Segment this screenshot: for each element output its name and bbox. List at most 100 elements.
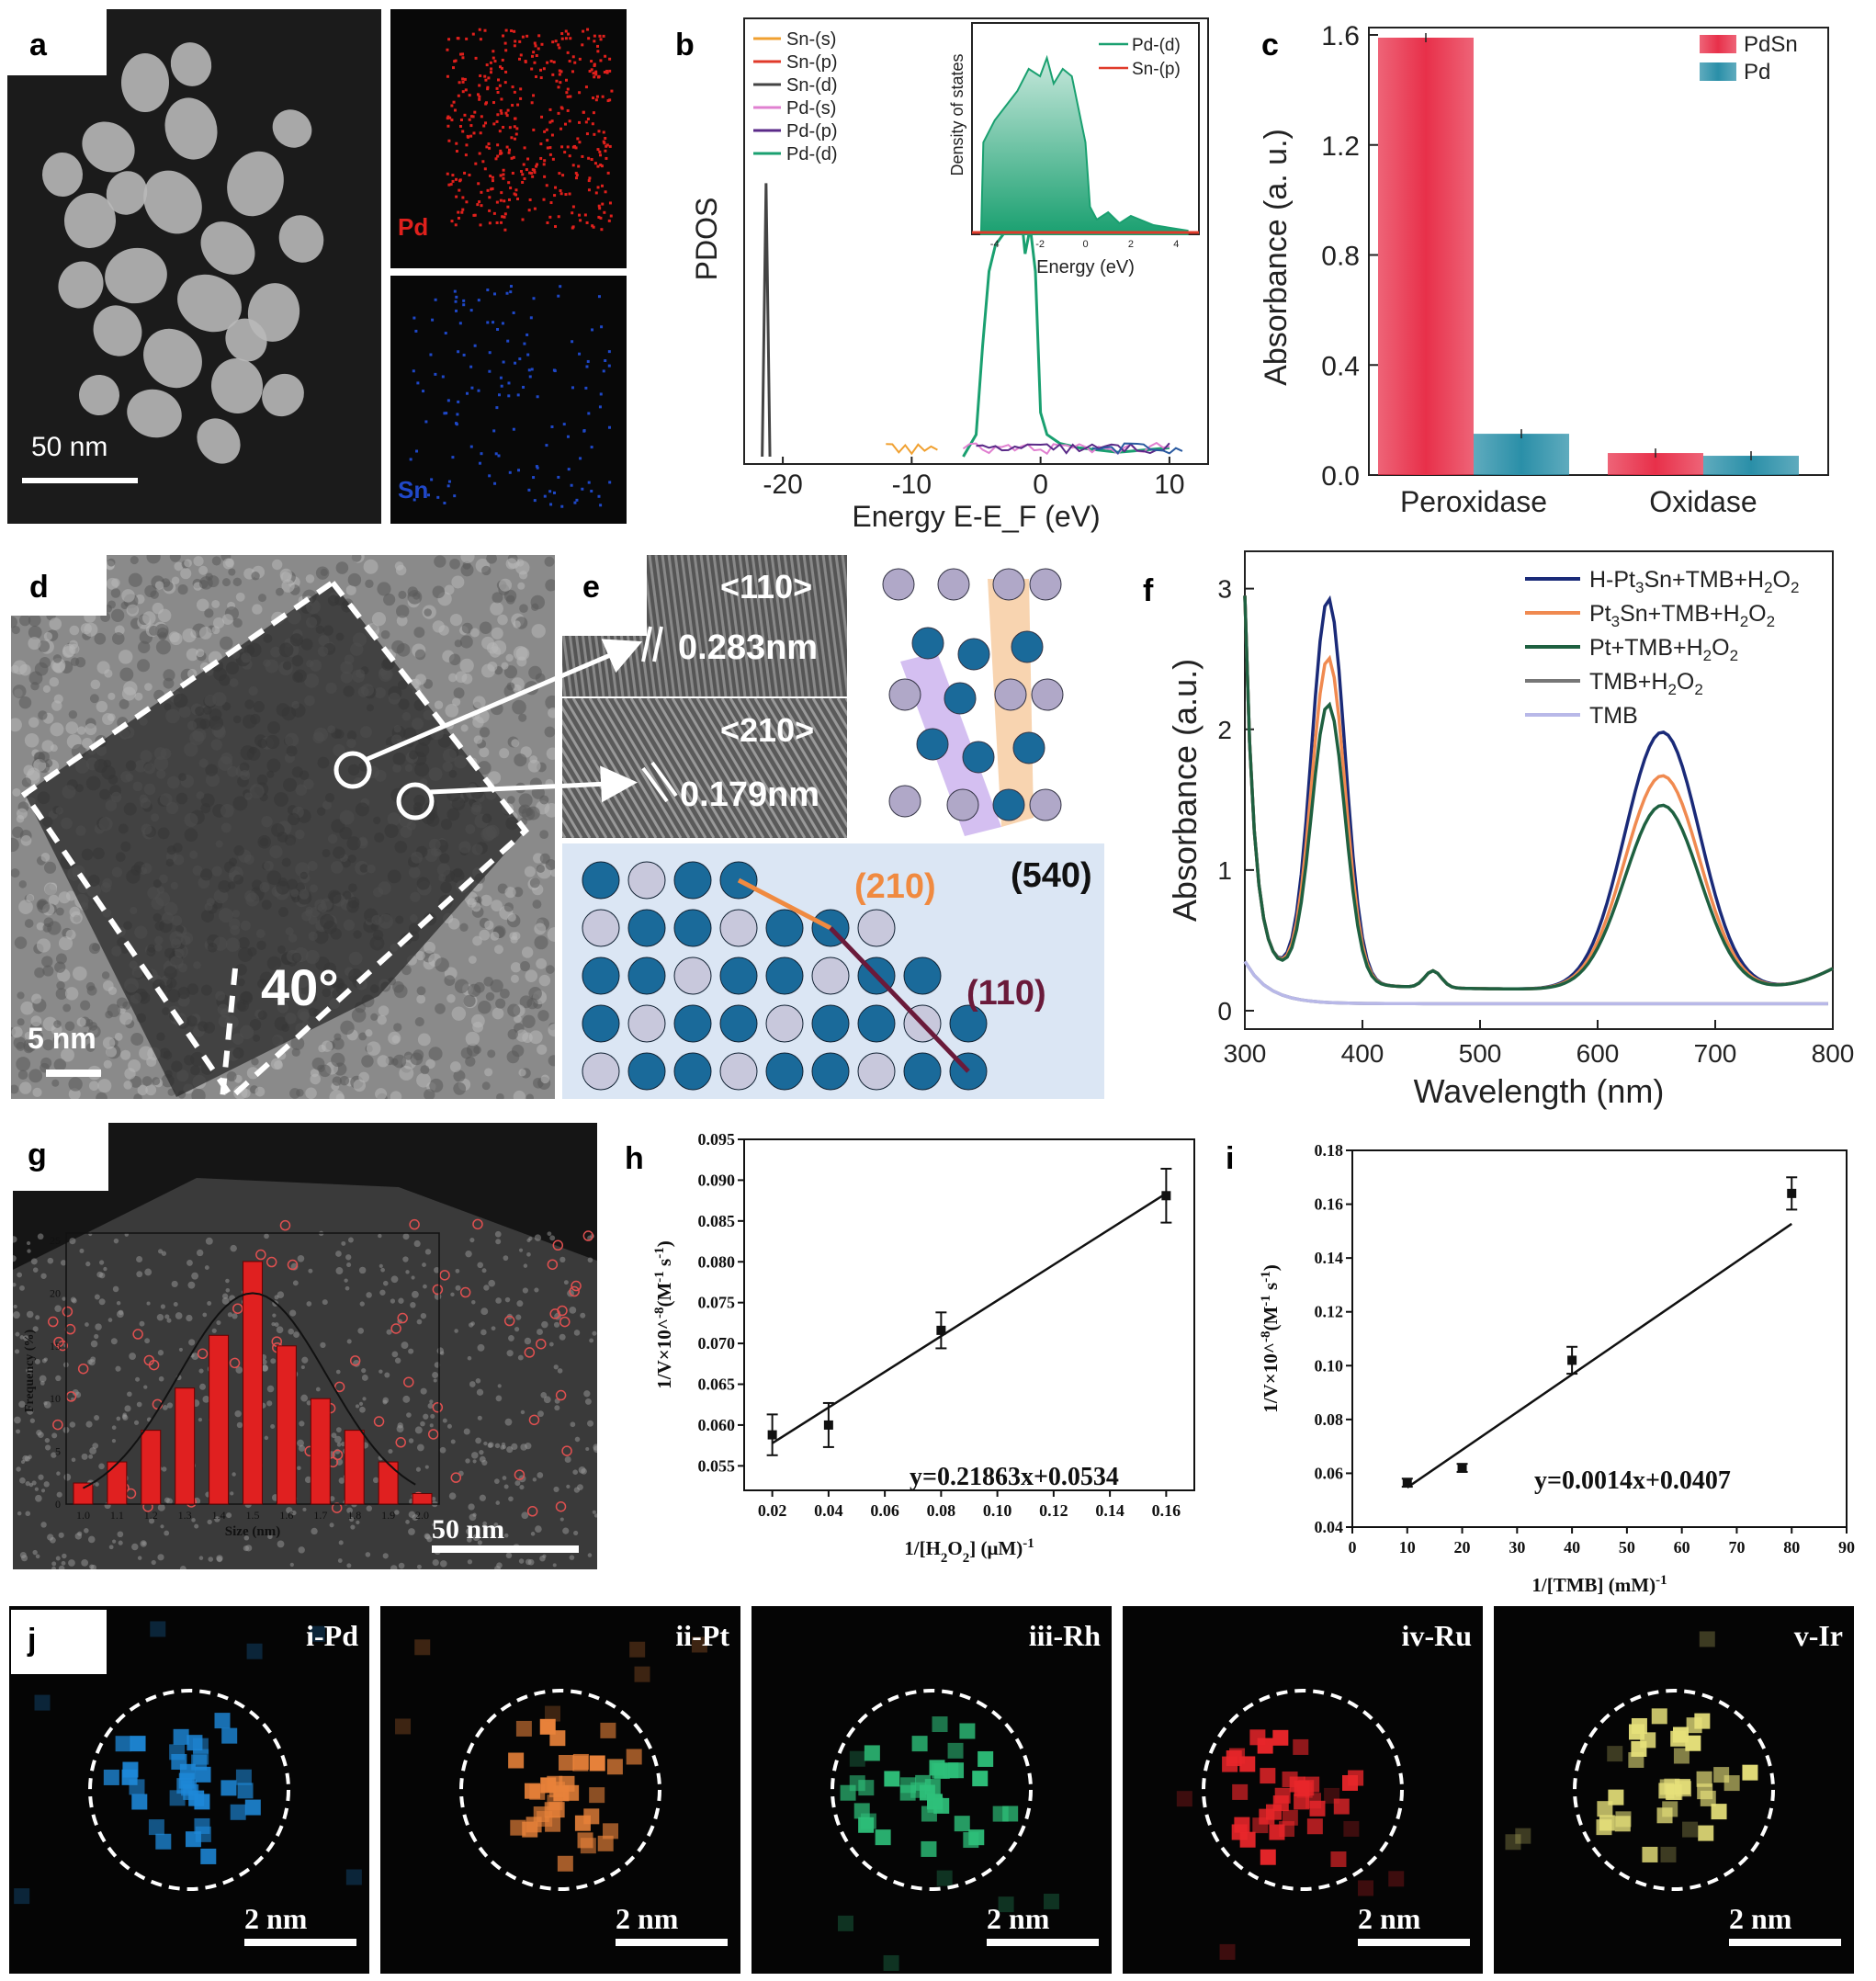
stem-noise (306, 1301, 312, 1307)
lattice-fringe (673, 555, 695, 696)
hist-x-tick-label: 2.0 (415, 1509, 429, 1522)
tem-noise (270, 1058, 283, 1070)
stem-noise (204, 1265, 209, 1271)
lattice-fringe (778, 698, 847, 815)
stem-noise (50, 1536, 56, 1544)
element-pixel (1686, 1717, 1702, 1734)
hist-bar (141, 1430, 162, 1505)
stem-noise (13, 1283, 17, 1287)
tem-noise (17, 1070, 28, 1081)
lattice-fringe (745, 698, 831, 838)
pd-map-dot (532, 128, 536, 131)
particle-marker (524, 1347, 536, 1358)
sn-map-dot (496, 327, 500, 331)
tem-noise (40, 853, 51, 862)
pd-map-dot (478, 97, 481, 101)
tem-noise (150, 590, 159, 599)
stem-noise (477, 1343, 485, 1352)
x-tick-label: -10 (892, 470, 932, 500)
element-pixel (626, 1749, 642, 1765)
pd-map-dot (592, 225, 595, 229)
direction-110-label: <110> (720, 568, 813, 606)
stem-noise (25, 1511, 31, 1517)
element-pixel (1232, 1783, 1249, 1800)
stem-noise (563, 1280, 569, 1285)
tem-noise (88, 1081, 99, 1092)
pd-map-dot (449, 183, 453, 187)
lattice-fringe (712, 698, 798, 838)
stem-noise (592, 1330, 597, 1336)
particle-marker (125, 1488, 137, 1500)
tem-noise (107, 600, 117, 609)
tem-noise (246, 1067, 259, 1080)
pd-map-dot (500, 152, 503, 155)
sn-map-dot (509, 285, 513, 289)
stem-noise (292, 1280, 299, 1286)
tem-noise (128, 572, 142, 587)
panel-label-e: e (562, 555, 647, 636)
panel-j-element-maps: i-Pd 2 nm ii-Pt 2 nm iii-Rh 2 nm iv-Ru 2 nm v-Ir… (0, 1606, 1876, 1981)
pd-map-dot (477, 182, 480, 186)
nanoparticle (121, 53, 169, 112)
stem-noise (388, 1448, 393, 1455)
tem-noise (518, 793, 533, 808)
pd-map-dot (581, 154, 584, 158)
sn-map-dot (597, 494, 601, 498)
stem-noise (94, 1333, 99, 1340)
tem-noise (133, 1093, 142, 1099)
pd-map-dot (446, 172, 449, 175)
atom (857, 1052, 896, 1091)
lattice-fringe (695, 698, 782, 838)
element-pixel (558, 1754, 574, 1771)
lattice-fringe (821, 555, 843, 696)
pd-map-dot (479, 223, 482, 227)
pd-map-dot (492, 211, 496, 215)
atom (582, 1052, 620, 1091)
element-pixel (1697, 1783, 1713, 1800)
tem-noise (511, 739, 520, 748)
stem-noise (68, 1559, 75, 1567)
stem-noise (266, 1400, 273, 1407)
tem-noise (380, 629, 390, 640)
stem-noise (157, 1503, 165, 1511)
tem-noise (196, 598, 209, 612)
tem-noise (522, 1014, 536, 1028)
x-axis-label: Wavelength (nm) (1414, 1072, 1665, 1110)
inset-dos-area (979, 54, 1189, 235)
facet-110-label: (110) (966, 974, 1046, 1013)
lattice-fringe (725, 555, 747, 696)
stem-noise (69, 1421, 76, 1428)
stem-noise (455, 1285, 461, 1291)
series-line-minor (1091, 442, 1183, 455)
sn-map-dot (517, 469, 521, 472)
stem-noise (198, 1417, 203, 1422)
pd-map-dot (486, 188, 490, 192)
scale-bar (244, 1939, 356, 1946)
sn-map-dot (590, 446, 593, 449)
stem-noise (13, 1311, 20, 1319)
pd-map-dot (474, 56, 478, 60)
stem-noise (593, 1443, 597, 1451)
hist-x-tick-label: 1.7 (313, 1509, 327, 1522)
sn-map-dot (518, 357, 522, 361)
stem-noise (553, 1486, 559, 1493)
pd-map-dot (495, 86, 499, 90)
atom (673, 861, 712, 900)
tem-noise (52, 1036, 61, 1045)
crystal-unit-cell (882, 568, 1064, 836)
element-pixel (1282, 1809, 1298, 1826)
tem-noise (455, 671, 468, 684)
tem-noise (31, 993, 42, 1004)
tem-noise (76, 1017, 86, 1027)
tem-noise (226, 1071, 237, 1081)
tem-noise (449, 558, 460, 570)
stem-noise (151, 1559, 156, 1566)
particle-marker (432, 1284, 444, 1296)
lattice-fringe (654, 555, 676, 696)
stem-noise (51, 1432, 58, 1439)
pd-map-dot (504, 70, 508, 74)
stem-noise (390, 1275, 399, 1284)
pd-map-dot (455, 142, 458, 145)
sn-map-dot (494, 452, 498, 456)
element-pixel (864, 1745, 880, 1761)
